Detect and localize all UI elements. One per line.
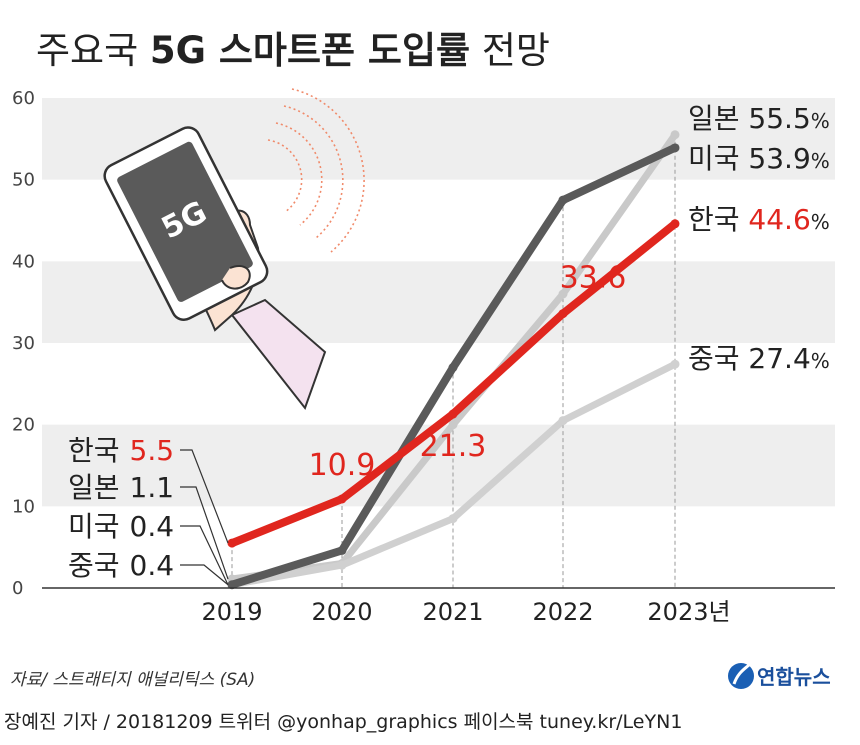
korea-data-label: 21.3 [420,429,487,464]
end-label-country: 일본 [688,102,748,135]
sleeve [230,298,327,411]
start-label-leader [180,525,229,585]
end-label-country: 미국 [688,142,748,175]
title-part2: 5G 스마트폰 도입률 [150,29,470,72]
series-usa-point [670,143,680,153]
start-label-value: 1.1 [130,471,175,504]
series-korea-point [558,309,568,319]
end-label: 중국 27.4% [688,342,830,375]
end-label-unit: % [811,349,830,373]
series-china-point [670,359,680,369]
end-label: 일본 55.5% [688,102,830,135]
thumb [221,264,251,290]
chart-title: 주요국 5G 스마트폰 도입률 전망 [36,29,550,72]
phone-screen [117,141,253,302]
start-label-country: 일본 [68,471,120,504]
phone-illustration: 5G [103,88,365,411]
start-label-country: 한국 [68,434,120,467]
start-label: 미국 0.4 [68,510,174,543]
korea-data-label: 33.6 [560,261,627,296]
series-usa-point [227,580,237,590]
signal-waves [267,88,365,253]
logo-text: 연합뉴스 [757,665,831,689]
start-label-leader [180,564,229,586]
series-usa-point [448,363,458,372]
end-label-value: 44.6 [748,203,810,236]
logo-icon [728,663,754,689]
end-label-unit: % [811,210,830,234]
series-usa-point [337,545,347,555]
y-tick-label: 40 [12,251,35,272]
series-usa-point [558,195,568,205]
yonhap-logo: 연합뉴스 [728,662,831,689]
title-part3: 전망 [470,29,550,72]
series-china-point [558,416,568,426]
start-label-country: 중국 [68,549,120,582]
y-tick-label: 30 [12,333,35,354]
start-label-value: 0.4 [130,549,175,582]
series-china-point [337,560,347,570]
series-korea-point [670,219,680,229]
x-tick-label: 2020 [311,598,372,626]
series-japan-point [448,420,458,430]
series-japan-point [670,130,680,140]
footer-credit: 장예진 기자 / 20181209 트위터 @yonhap_graphics 페… [4,711,682,733]
end-label: 미국 53.9% [688,142,830,175]
start-label-leader [180,449,229,544]
end-label-unit: % [811,109,830,133]
start-label-value: 0.4 [130,510,175,543]
end-label-value: 53.9 [748,142,810,175]
end-label: 한국 44.6% [688,203,830,236]
y-tick-label: 20 [12,415,35,436]
x-tick-label: 2021 [422,598,483,626]
end-label-value: 55.5 [748,102,810,135]
start-label: 일본 1.1 [68,471,174,504]
series-china-point [448,514,458,524]
end-label-country: 한국 [688,203,748,236]
start-label-country: 미국 [68,510,120,543]
end-label-value: 27.4 [748,342,810,375]
y-tick-label: 0 [12,578,23,599]
source-text: 자료/ 스트래티지 애널리틱스 (SA) [10,670,255,690]
x-tick-label: 2022 [532,598,593,626]
y-tick-label: 50 [12,170,35,191]
series-korea-point [337,494,347,504]
end-label-country: 중국 [688,342,748,375]
start-label: 중국 0.4 [68,549,174,582]
end-label-unit: % [811,149,830,173]
korea-data-label: 10.9 [309,448,376,483]
y-tick-label: 60 [12,88,35,109]
title-part1: 주요국 [36,29,150,72]
series-japan-point [558,289,568,299]
y-tick-label: 10 [12,496,35,517]
series-korea-point [227,538,237,548]
start-label-leader [180,486,229,580]
x-tick-label: 2023년 [647,598,730,626]
start-label-value: 5.5 [130,434,175,467]
series-korea-point [448,409,458,419]
start-label: 한국 5.5 [68,434,174,467]
x-tick-label: 2019 [201,598,262,626]
